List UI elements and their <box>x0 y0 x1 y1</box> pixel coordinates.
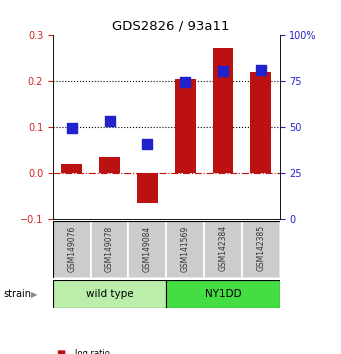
Text: ■: ■ <box>56 349 65 354</box>
Text: GDS2826 / 93a11: GDS2826 / 93a11 <box>112 19 229 33</box>
Text: GSM142385: GSM142385 <box>256 225 265 272</box>
FancyBboxPatch shape <box>53 221 91 278</box>
Text: NY1DD: NY1DD <box>205 289 241 299</box>
FancyBboxPatch shape <box>166 221 204 278</box>
Text: log ratio: log ratio <box>75 349 110 354</box>
Bar <box>61 164 82 173</box>
Bar <box>175 79 195 173</box>
FancyBboxPatch shape <box>129 221 166 278</box>
FancyBboxPatch shape <box>53 280 166 308</box>
Text: GSM149076: GSM149076 <box>67 225 76 272</box>
Bar <box>212 48 233 173</box>
Point <box>182 80 188 85</box>
Bar <box>99 157 120 173</box>
Text: ▶: ▶ <box>31 290 37 299</box>
Bar <box>250 72 271 173</box>
Text: wild type: wild type <box>86 289 133 299</box>
Point <box>69 126 74 131</box>
Point <box>258 67 264 73</box>
Text: GSM141569: GSM141569 <box>181 225 190 272</box>
Point <box>145 142 150 147</box>
Point <box>107 118 112 123</box>
FancyBboxPatch shape <box>242 221 280 278</box>
Bar <box>137 173 158 203</box>
FancyBboxPatch shape <box>91 221 129 278</box>
FancyBboxPatch shape <box>204 221 242 278</box>
FancyBboxPatch shape <box>166 280 280 308</box>
Text: GSM149078: GSM149078 <box>105 225 114 272</box>
Text: GSM149084: GSM149084 <box>143 225 152 272</box>
Text: GSM142384: GSM142384 <box>219 225 227 272</box>
Point <box>220 68 226 74</box>
Text: strain: strain <box>3 289 31 299</box>
